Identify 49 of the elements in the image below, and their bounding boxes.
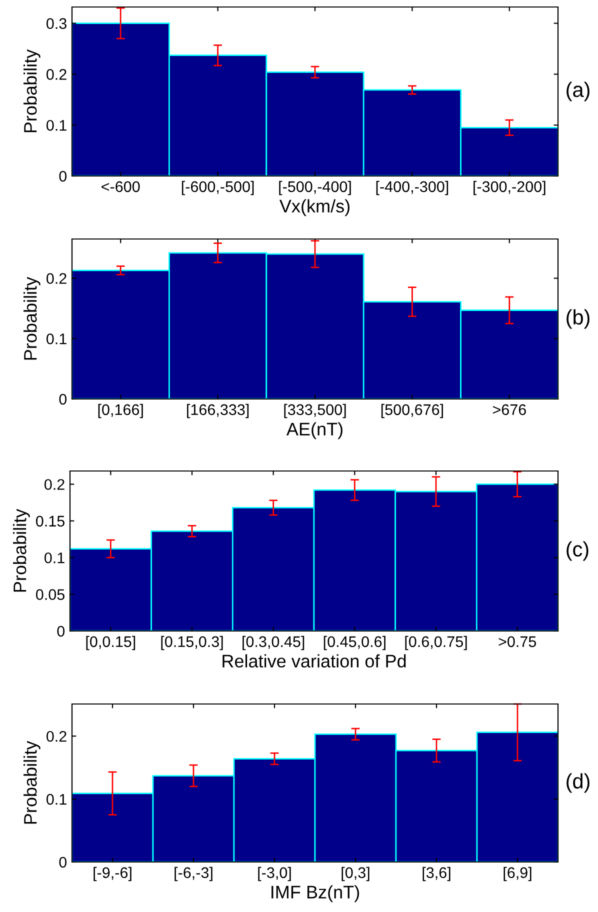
x-tick-label: [-3,0]: [258, 866, 291, 882]
y-tick-label: 0: [59, 170, 67, 182]
x-tick-label: [-300,-200]: [474, 180, 546, 196]
y-tick-label: 0.05: [36, 589, 64, 600]
y-tick-label: 0.2: [46, 730, 66, 742]
x-axis-title: IMF Bz(nT): [272, 885, 360, 902]
y-tick-label: 0: [59, 856, 67, 868]
y-tick-label: 0.1: [46, 794, 66, 805]
y-axis-title: Probability: [24, 49, 40, 132]
x-axis-title: AE(nT): [286, 422, 342, 440]
x-tick-label: [0,166]: [98, 404, 143, 418]
text: (b): [566, 309, 590, 329]
x-axis-title: Vx(km/s): [279, 199, 350, 216]
x-tick-label: [166,333]: [187, 404, 249, 418]
y-axis-title: Probability: [24, 740, 40, 824]
x-tick-label: [-9,-6]: [94, 866, 132, 882]
text: (a): [566, 82, 590, 102]
text: (d): [566, 773, 590, 793]
x-tick-label: >0.75: [498, 636, 536, 648]
y-axis-title: Probability: [24, 276, 40, 360]
y-tick-label: 0: [57, 626, 65, 637]
text: (c): [566, 541, 588, 561]
x-tick-label: [500,676]: [381, 404, 443, 418]
y-tick-label: 0: [59, 394, 67, 405]
x-tick-label: [0,0.15]: [86, 636, 136, 650]
x-tick-label: [0.6,0.75]: [405, 636, 467, 650]
y-tick-label: 0.1: [44, 552, 64, 564]
y-tick-label: 0.3: [46, 18, 66, 29]
y-tick-label: 0.1: [46, 120, 66, 131]
x-tick-label: [-6,-3]: [174, 866, 212, 882]
y-tick-label: 0.2: [46, 69, 66, 80]
x-tick-label: [-400,-300]: [376, 180, 448, 196]
y-tick-label: 0.2: [46, 273, 66, 284]
x-tick-label: [3,6]: [422, 866, 450, 882]
y-tick-label: 0.2: [44, 479, 64, 490]
x-tick-label: [-600,-500]: [182, 180, 254, 196]
x-tick-label: [0,3]: [342, 866, 370, 882]
y-tick-label: 0.1: [46, 333, 66, 344]
y-axis-title: Probability: [13, 508, 30, 592]
y-tick-label: 0.15: [36, 516, 64, 527]
x-tick-label: [0.15,0.3]: [161, 636, 223, 650]
x-axis-title: Relative variation of Pd: [222, 654, 406, 668]
x-tick-label: [0.45,0.6]: [324, 636, 386, 650]
x-tick-label: <-600: [102, 181, 140, 192]
x-tick-label: [-500,-400]: [279, 180, 351, 196]
x-tick-label: [6,9]: [504, 866, 532, 882]
x-tick-label: >676: [492, 404, 526, 416]
x-tick-label: [333,500]: [284, 404, 346, 418]
x-tick-label: [0.3,0.45]: [242, 636, 304, 650]
